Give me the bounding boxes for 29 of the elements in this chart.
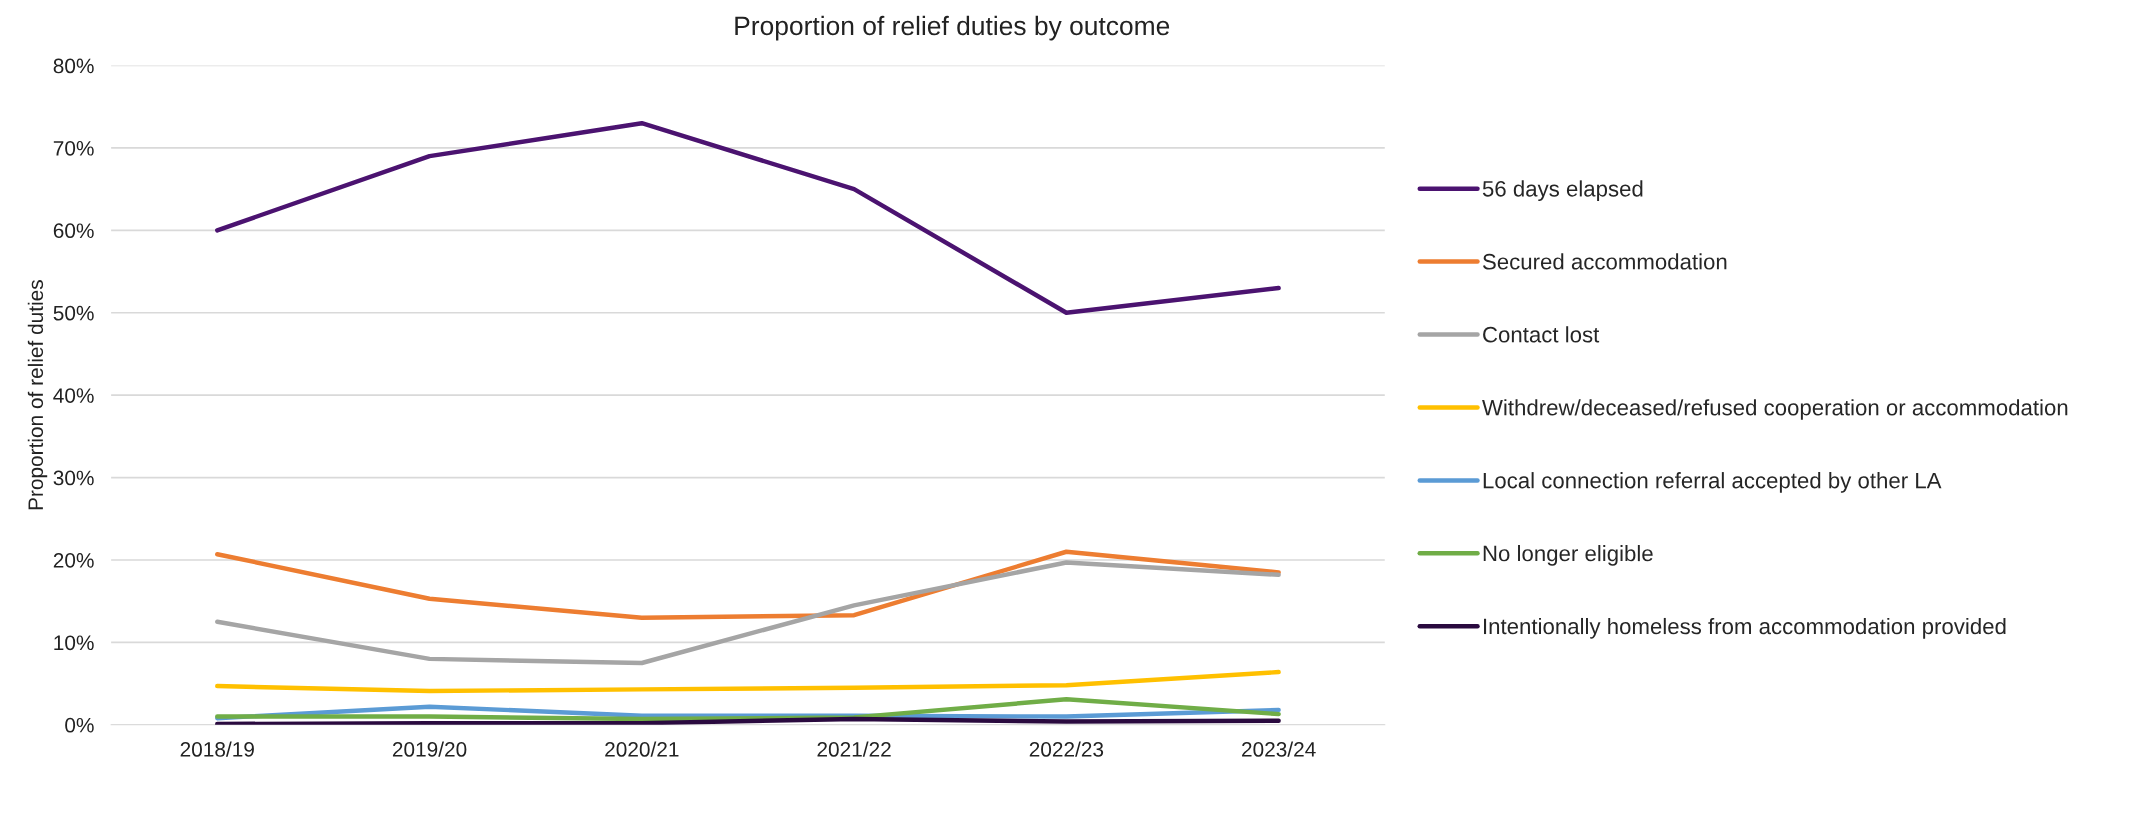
chart-title: Proportion of relief duties by outcome	[735, 15, 1170, 41]
line-series	[215, 120, 1281, 315]
line-series	[215, 697, 1281, 722]
y-tick-label: 0%	[65, 717, 94, 733]
x-tick-label: 2018/19	[180, 741, 254, 757]
legend-label: Intentionally homeless from accommodation provided	[1484, 617, 2006, 639]
line-series	[215, 669, 1281, 694]
x-tick-label: 2021/22	[817, 741, 891, 757]
y-tick-label: 50%	[53, 305, 94, 321]
line-series	[215, 549, 1281, 620]
y-tick-label: 10%	[54, 635, 94, 651]
legend-label: Contact lost	[1483, 326, 1600, 343]
legend-label: No longer eligible	[1483, 545, 1653, 566]
y-tick-label: 40%	[53, 388, 94, 403]
y-tick-label: 20%	[53, 552, 94, 568]
y-tick-label: 60%	[53, 223, 94, 239]
x-tick-label: 2020/21	[605, 741, 679, 757]
y-tick-label: 30%	[53, 470, 94, 486]
legend-label: Local connection referral accepted by other LA	[1483, 472, 1942, 493]
x-tick-label: 2019/20	[392, 741, 467, 757]
y-tick-label: 70%	[53, 140, 94, 156]
legend-label: Secured accommodation	[1482, 253, 1727, 270]
line-series	[215, 560, 1281, 666]
legend-label: Withdrew/deceased/refused cooperation or accommodation	[1482, 399, 2068, 420]
y-tick-label: 80%	[53, 58, 94, 74]
y-axis-title: Proportion of relief duties	[27, 280, 48, 510]
x-tick-label: 2023/24	[1242, 741, 1316, 757]
x-tick-label: 2022/23	[1029, 741, 1104, 757]
legend-label: 56 days elapsed	[1482, 180, 1643, 202]
